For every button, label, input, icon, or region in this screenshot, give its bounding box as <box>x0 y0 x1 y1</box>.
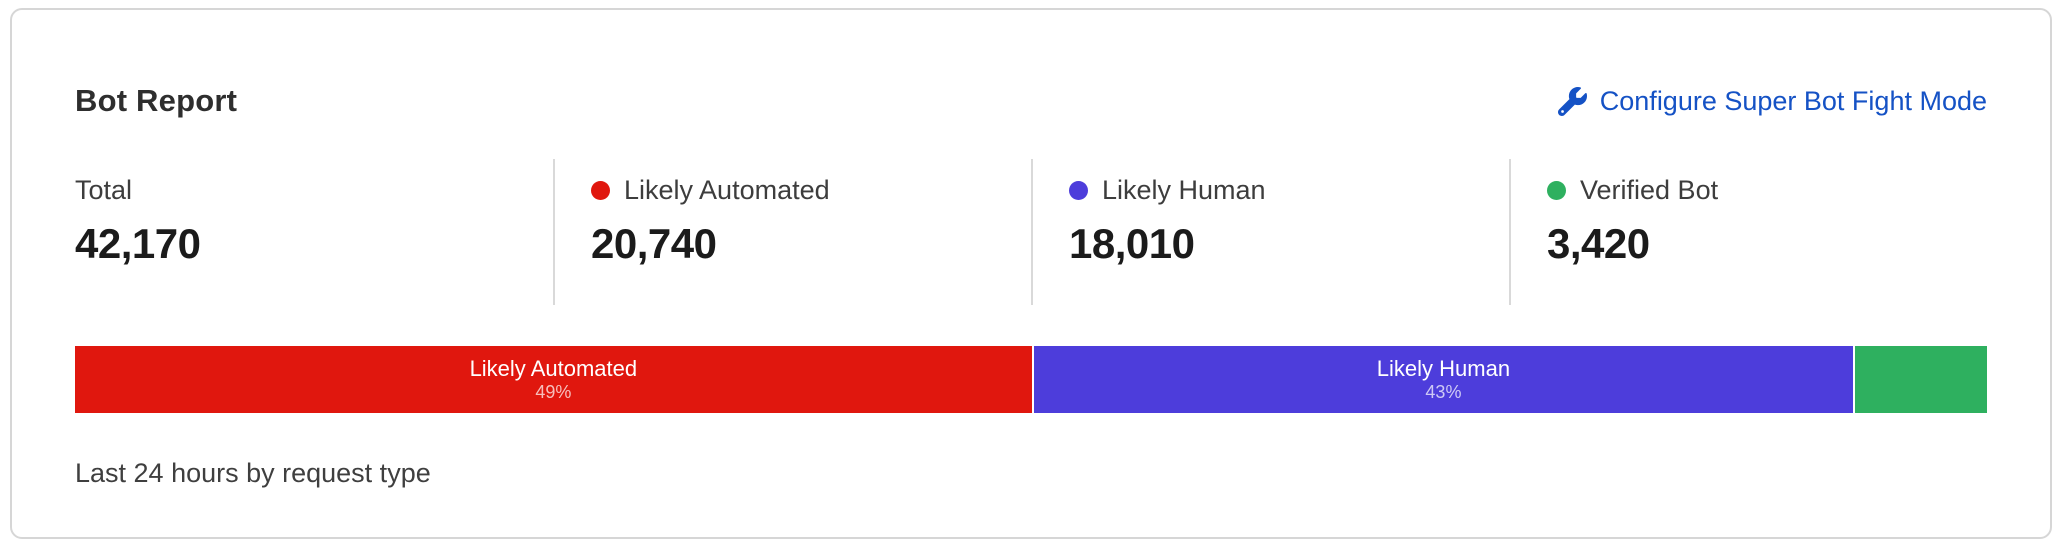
stat-value: 42,170 <box>75 220 201 267</box>
card-header: Bot Report Configure Super Bot Fight Mod… <box>75 82 1987 120</box>
stat-total: Total 42,170 <box>75 159 553 305</box>
configure-link-label: Configure Super Bot Fight Mode <box>1599 86 1987 116</box>
bar-segment-label: Likely Human <box>1376 356 1511 381</box>
likely-human-dot-icon <box>1069 180 1088 200</box>
stat-label: Likely Automated <box>624 174 830 205</box>
page-title: Bot Report <box>75 83 238 118</box>
stat-likely-human: Likely Human 18,010 <box>1031 159 1509 305</box>
likely-automated-dot-icon <box>591 180 610 200</box>
stat-label: Total <box>75 174 133 205</box>
bar-segment-label: Likely Automated <box>469 356 638 381</box>
stat-likely-automated: Likely Automated 20,740 <box>553 159 1031 305</box>
bot-report-card: Bot Report Configure Super Bot Fight Mod… <box>10 8 2052 539</box>
stat-value: 3,420 <box>1547 220 1650 267</box>
stats-row: Total 42,170 Likely Automated 20,740 Lik… <box>75 159 1987 305</box>
stat-verified-bot: Verified Bot 3,420 <box>1509 159 1987 305</box>
configure-super-bot-fight-mode-link[interactable]: Configure Super Bot Fight Mode <box>1557 84 1987 118</box>
stat-label: Likely Human <box>1102 174 1266 205</box>
bar-segment-percentage: 43% <box>1425 382 1462 402</box>
bar-segment-verified-bot[interactable] <box>1855 346 1987 413</box>
stat-label: Verified Bot <box>1580 174 1719 205</box>
stat-value: 18,010 <box>1069 220 1195 267</box>
stat-value: 20,740 <box>591 220 717 267</box>
request-type-stacked-bar: Likely Automated 49% Likely Human 43% <box>75 346 1987 413</box>
bar-segment-percentage: 49% <box>535 382 572 402</box>
wrench-icon <box>1557 86 1587 116</box>
verified-bot-dot-icon <box>1547 180 1566 200</box>
bar-segment-likely-human[interactable]: Likely Human 43% <box>1033 346 1854 413</box>
bar-segment-likely-automated[interactable]: Likely Automated 49% <box>75 346 1032 413</box>
time-range-caption: Last 24 hours by request type <box>75 458 431 488</box>
